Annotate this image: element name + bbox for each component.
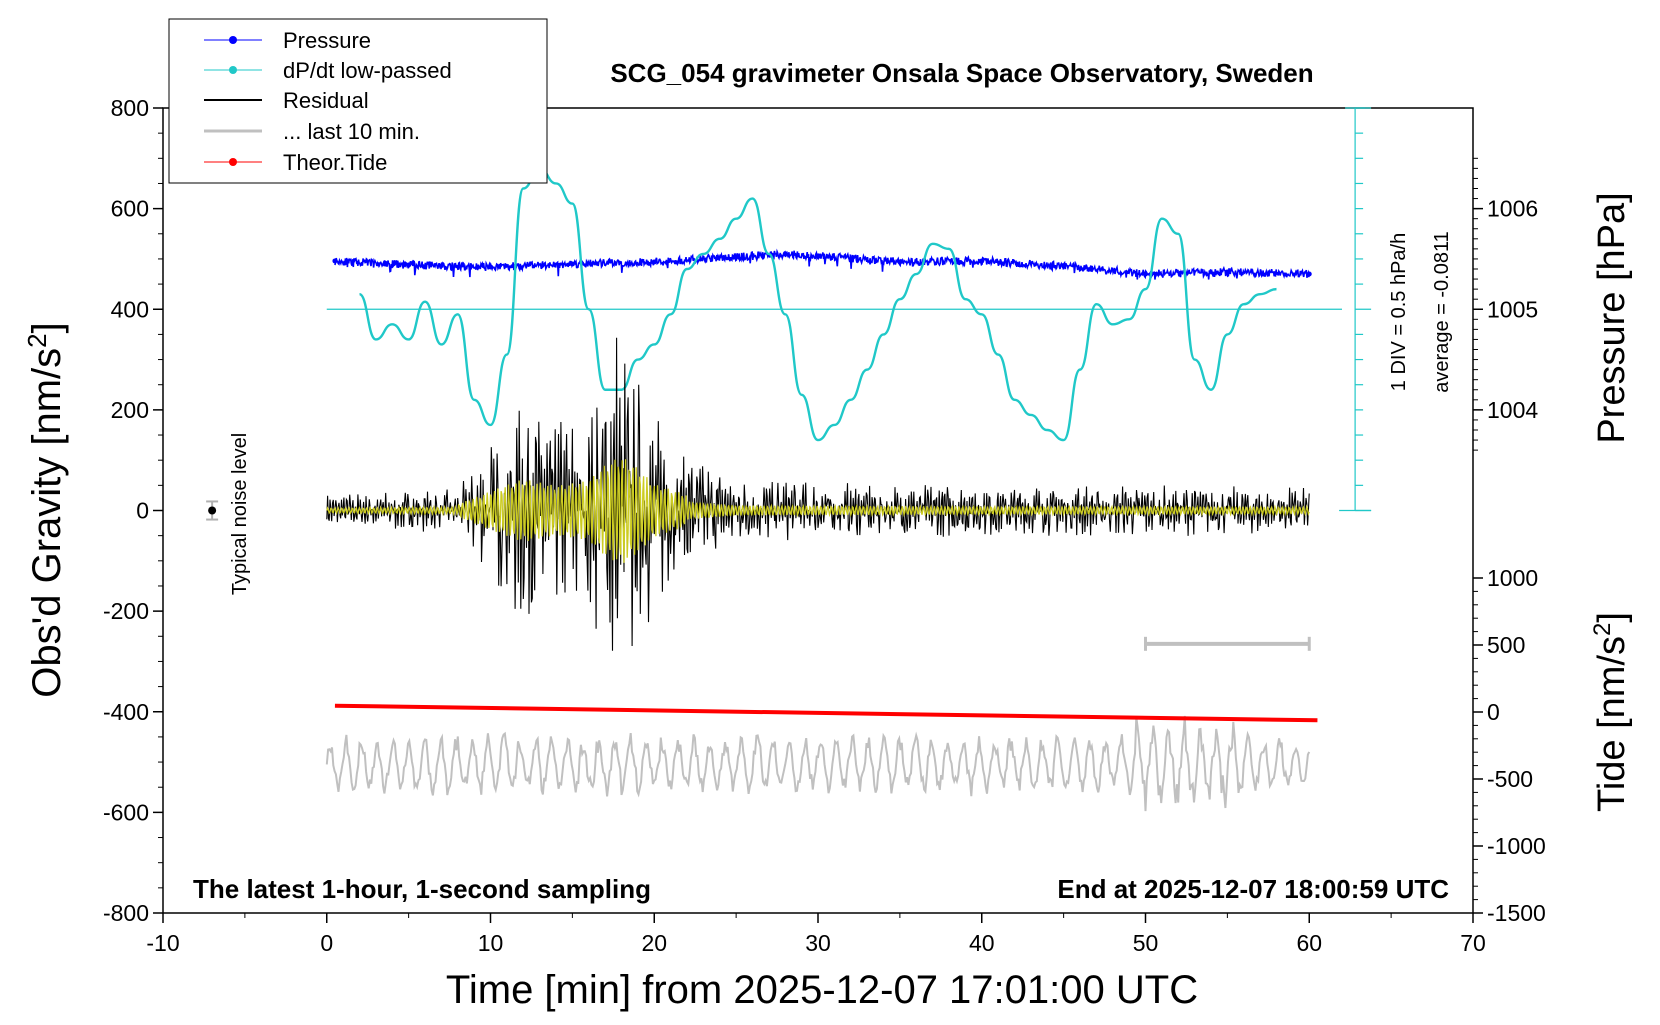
pressure-series (332, 248, 1312, 280)
y-tick-label-800: 800 (111, 95, 149, 121)
y-tick-label-200: 200 (111, 397, 149, 423)
legend-label-pressure: Pressure (283, 28, 371, 53)
x-tick-label-0: 0 (320, 930, 333, 956)
pressure-point (1143, 271, 1148, 277)
y-tick-label-400: 400 (111, 296, 149, 322)
x-tick-label-70: 70 (1460, 930, 1486, 956)
tide-tick-label: 500 (1487, 632, 1525, 658)
y-axis-label-tide: Tide [nm/s2] (1589, 612, 1633, 812)
legend: Pressure dP/dt low-passed Residual ... l… (168, 18, 548, 184)
pressure-point (488, 264, 493, 270)
y-tick-label--400: -400 (103, 699, 149, 725)
last10-line (325, 715, 1311, 812)
pressure-tick-label: 1005 (1487, 296, 1538, 322)
data-series (206, 167, 1318, 812)
average-label: average = -0.0811 (1431, 231, 1453, 392)
legend-label-residual: Residual (283, 88, 369, 113)
y-axis-label-gravity: Obs'd Gravity [nm/s2] (22, 322, 69, 698)
dpdt-scale-bar (326, 107, 1372, 512)
x-tick-label-60: 60 (1296, 930, 1322, 956)
x-tick-label-10: 10 (478, 930, 504, 956)
pressure-point (406, 262, 412, 268)
div-label: 1 DIV = 0.5 hPa/h (1388, 233, 1410, 391)
pressure-point (897, 259, 903, 265)
tick-labels: -10 0 10 20 30 40 50 60 70 800 600 400 200 0 -200 -400 -… (103, 95, 1546, 956)
pressure-point (569, 261, 575, 267)
y-tick-label--800: -800 (103, 900, 149, 926)
bottom-left-note: The latest 1-hour, 1-second sampling (193, 874, 651, 904)
pressure-point (651, 259, 657, 265)
legend-marker-dpdt (229, 66, 237, 74)
tide-tick-label: -500 (1487, 766, 1533, 792)
x-tick-label-30: 30 (805, 930, 831, 956)
y-tick-label--200: -200 (103, 598, 149, 624)
pressure-point (979, 258, 985, 264)
tide-line (334, 703, 1318, 723)
y-axis-label-pressure: Pressure [hPa] (1591, 192, 1633, 443)
tick-marks (153, 107, 1483, 923)
pressure-tick-label: 1004 (1487, 397, 1538, 423)
legend-label-last10: ... last 10 min. (283, 119, 420, 144)
dpdt-line (358, 167, 1277, 442)
chart-title: SCG_054 gravimeter Onsala Space Observat… (610, 58, 1313, 88)
legend-marker-tide (229, 158, 237, 166)
residual-filtered-line (326, 459, 1310, 563)
legend-label-tide: Theor.Tide (283, 150, 387, 175)
tide-tick-label: -1000 (1487, 833, 1546, 859)
pressure-point (1061, 263, 1067, 269)
residual-line (326, 337, 1310, 651)
bottom-right-note: End at 2025-12-07 18:00:59 UTC (1057, 874, 1449, 904)
noise-marker-point (208, 506, 217, 515)
pressure-point (782, 251, 788, 257)
y-tick-label-0: 0 (136, 498, 149, 524)
noise-level-label: Typical noise level (229, 433, 251, 595)
x-axis-label: Time [min] from 2025-12-07 17:01:00 UTC (446, 968, 1198, 1012)
pressure-point (1224, 269, 1230, 275)
pressure-point (815, 253, 821, 259)
x-tick-label-50: 50 (1133, 930, 1159, 956)
legend-marker-pressure (229, 36, 237, 44)
pressure-tick-label: 1006 (1487, 196, 1538, 222)
x-tick-label-20: 20 (641, 930, 667, 956)
y-tick-label-600: 600 (111, 196, 149, 222)
pressure-point (332, 258, 338, 264)
x-tick-label--10: -10 (146, 930, 179, 956)
pressure-point (733, 254, 739, 260)
pressure-point (1306, 271, 1312, 277)
tide-tick-label: -1500 (1487, 900, 1546, 926)
tide-tick-label: 1000 (1487, 565, 1538, 591)
x-tick-label-40: 40 (969, 930, 995, 956)
tide-tick-label: 0 (1487, 699, 1500, 725)
y-tick-label--600: -600 (103, 799, 149, 825)
legend-label-dpdt: dP/dt low-passed (283, 58, 452, 83)
pressure-line (334, 248, 1310, 280)
